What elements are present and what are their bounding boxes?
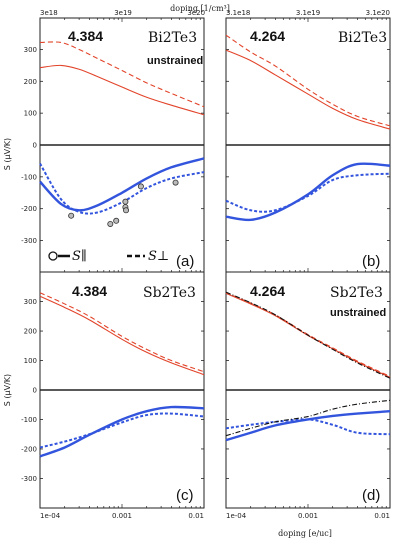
panel-b: 3.1e18 3.1e19 3.1e20 4.264 Bi2Te3 (b)	[225, 9, 391, 273]
panel-letter: (d)	[362, 487, 380, 504]
top-tick-label: 3e20	[187, 9, 205, 17]
lattice-constant-label: 4.384	[68, 28, 103, 44]
panel-ticks: -300 -200 -100 0 100 200 300 3e18 3e19 3e20	[21, 9, 205, 272]
panel-series	[225, 34, 391, 222]
y-tick-label: 0	[33, 387, 37, 395]
series-line-red-solid	[39, 64, 205, 116]
panel-ticks: 3.1e18 3.1e19 3.1e20	[225, 9, 390, 272]
series-line-blue-dotted	[39, 412, 205, 449]
y-tick-label: 200	[24, 328, 37, 336]
panel-letter: (a)	[176, 253, 194, 270]
x-tick-label: 1e-04	[226, 512, 247, 520]
top-tick-label: 3.1e18	[226, 9, 250, 17]
y-axis-title-bottom: S (μV/K)	[3, 374, 12, 406]
panel-series	[39, 41, 205, 215]
series-line-blue-solid	[225, 410, 391, 442]
y-axis-title-top: S (μV/K)	[3, 138, 12, 170]
material-label: Sb2Te3	[143, 285, 196, 301]
material-label: Bi2Te3	[148, 30, 197, 46]
data-point	[113, 217, 120, 224]
x-tick-label: 0.01	[374, 512, 390, 520]
y-tick-label: -300	[21, 475, 37, 483]
material-text: Bi2Te3	[148, 30, 197, 46]
data-point	[123, 207, 130, 214]
panel-c: -300 -200 -100 0 100 200 300 1e-04 0.001 0.01 4.3…	[21, 271, 205, 520]
series-line-red-dashed	[39, 41, 205, 108]
panel-d: 1e-04 0.001 0.01 4.264 Sb2Te3 unstrained (…	[225, 271, 391, 520]
y-tick-label: 300	[24, 46, 37, 54]
series-line-blue-dotted	[225, 172, 391, 213]
material-label: Bi2Te3	[338, 30, 387, 46]
data-point	[122, 198, 129, 205]
material-text: Bi2Te3	[338, 30, 387, 46]
material-text: Sb2Te3	[330, 285, 383, 301]
x-tick-label: 0.001	[298, 512, 318, 520]
panel-letter: (b)	[362, 253, 380, 270]
legend-circle-marker	[48, 251, 58, 261]
strain-note: unstrained	[330, 307, 386, 319]
y-tick-label: -200	[21, 205, 37, 213]
y-tick-label: 0	[33, 142, 37, 150]
y-tick-label: 100	[24, 357, 37, 365]
legend-par-label: S∥	[72, 249, 87, 264]
series-line-black-dashdot	[225, 399, 391, 437]
lattice-constant-label: 4.384	[72, 283, 107, 299]
data-point	[137, 183, 144, 190]
material-label: Sb2Te3	[330, 285, 383, 301]
y-tick-label: -100	[21, 173, 37, 181]
series-line-blue-solid	[39, 157, 205, 212]
y-tick-label: -100	[21, 416, 37, 424]
x-tick-label: 1e-04	[40, 512, 61, 520]
legend-perp-label: S⊥	[148, 249, 169, 264]
series-line-blue-solid	[39, 405, 205, 458]
series-line-red-dashed	[225, 34, 391, 127]
series-line-blue-dotted	[39, 162, 205, 215]
data-point	[172, 179, 179, 186]
y-tick-label: 300	[24, 298, 37, 306]
series-line-red-dashed	[39, 292, 205, 373]
y-tick-label: 200	[24, 78, 37, 86]
top-tick-label: 3.1e20	[366, 9, 390, 17]
series-line-red-solid	[225, 49, 391, 130]
panel-series	[225, 291, 391, 442]
series-line-red-solid	[39, 295, 205, 376]
panel-markers	[68, 179, 179, 227]
top-tick-label: 3e18	[40, 9, 58, 17]
data-point	[68, 212, 75, 219]
y-tick-label: -200	[21, 445, 37, 453]
y-tick-label: -300	[21, 237, 37, 245]
bottom-x-axis-title: doping [e/uc]	[278, 529, 332, 538]
data-point	[107, 220, 114, 227]
panel-ticks: 1e-04 0.001 0.01	[225, 301, 390, 520]
panel-a: -300 -200 -100 0 100 200 300 3e18 3e19 3e20 4.384…	[21, 9, 205, 273]
panel-ticks: -300 -200 -100 0 100 200 300 1e-04 0.001 0.01	[21, 298, 204, 520]
series-line-blue-solid	[225, 162, 391, 222]
top-tick-label: 3.1e19	[296, 9, 320, 17]
panel-series	[39, 292, 205, 458]
lattice-constant-label: 4.264	[250, 28, 285, 44]
y-tick-label: 100	[24, 110, 37, 118]
x-tick-label: 0.01	[188, 512, 204, 520]
x-tick-label: 0.001	[112, 512, 132, 520]
top-x-axis-title: doping [1/cm³]	[170, 4, 230, 13]
series-line-blue-dotted	[225, 418, 391, 436]
top-tick-label: 3e19	[114, 9, 132, 17]
material-text: Sb2Te3	[143, 285, 196, 301]
lattice-constant-label: 4.264	[250, 283, 285, 299]
panel-letter: (c)	[176, 487, 194, 504]
strain-note: unstrained	[147, 55, 203, 67]
series-line-black-dashdot	[225, 291, 391, 379]
legend: S∥ S⊥	[48, 249, 169, 264]
